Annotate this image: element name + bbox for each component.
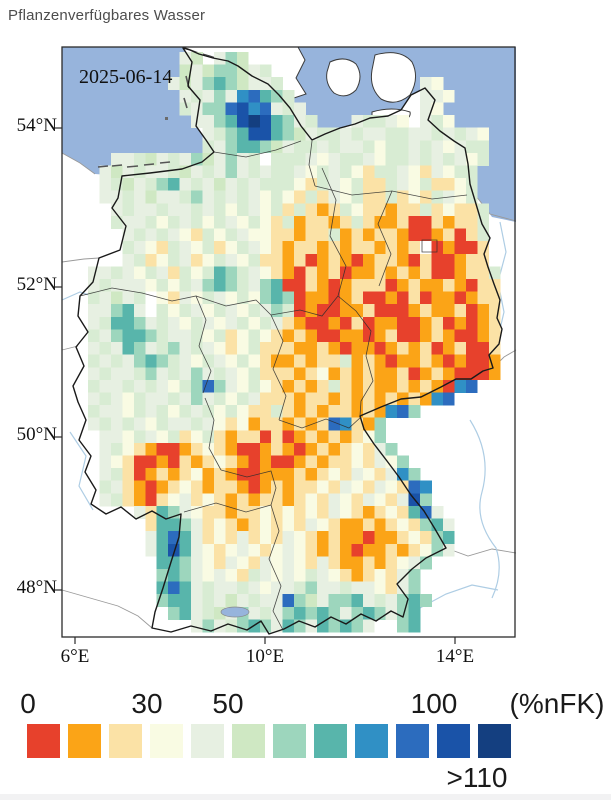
zealand-island: [370, 52, 416, 103]
raster-grid: [88, 52, 501, 633]
legend-swatch: [191, 724, 224, 758]
x-axis-label: 14°E: [435, 646, 475, 667]
legend-swatch: [437, 724, 470, 758]
legend-swatch: [150, 724, 183, 758]
page-bottom-strip: [0, 794, 611, 800]
legend-swatch: [27, 724, 60, 758]
x-axis-label: 6°E: [60, 646, 90, 667]
axis-ticks: [55, 127, 456, 644]
y-axis-label: 50°N: [16, 424, 57, 445]
page-title: Pflanzenverfügbares Wasser: [8, 7, 206, 24]
y-axis-label: 54°N: [16, 115, 57, 136]
date-label: 2025-06-14: [79, 66, 173, 88]
map-frame: [61, 46, 516, 638]
germany-water-map: [55, 46, 517, 644]
helgoland-island: [165, 117, 168, 120]
funen-island: [326, 58, 361, 97]
legend-tick-label: 30: [131, 688, 163, 719]
legend-swatch: [314, 724, 347, 758]
legend-overflow-label: >110: [446, 762, 508, 793]
legend-tick-label: 0: [20, 688, 36, 719]
legend-swatch: [478, 724, 511, 758]
legend-tick-label: 100: [410, 688, 458, 719]
map-panel: 2025-06-14 54°N 52°N 50°N 48°N 6°E 10°E 14°E: [16, 46, 517, 667]
legend-swatch: [396, 724, 429, 758]
legend-swatch: [355, 724, 388, 758]
legend-swatch: [109, 724, 142, 758]
legend-tick-label: 50: [212, 688, 244, 719]
y-axis-label: 48°N: [16, 577, 57, 598]
state-borders: [79, 140, 468, 631]
x-axis-label: 10°E: [245, 646, 285, 667]
color-legend: 0 30 50 100 (%nFK) >110: [0, 676, 611, 800]
legend-swatch: [232, 724, 265, 758]
germany-outline: [72, 47, 503, 635]
legend-swatch: [68, 724, 101, 758]
y-axis-label: 52°N: [16, 274, 57, 295]
foreign-country-borders: [61, 152, 517, 629]
legend-unit-label: (%nFK): [509, 688, 605, 719]
legend-swatch: [273, 724, 306, 758]
lake-constance: [220, 606, 250, 618]
